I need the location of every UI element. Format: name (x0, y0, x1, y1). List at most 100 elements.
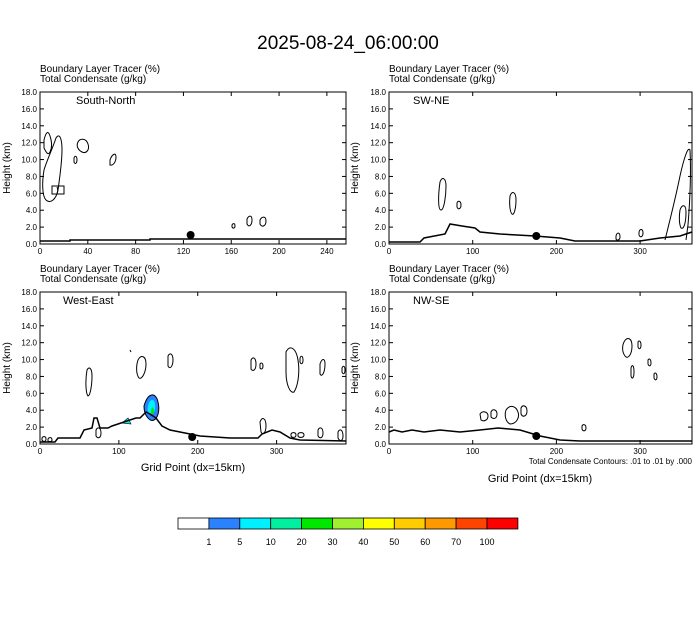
axis-ticks (388, 91, 692, 245)
terrain-line (40, 238, 346, 242)
colorbar-label: 5 (237, 537, 242, 547)
x-tick-label: 300 (633, 447, 647, 456)
x-tick-label: 120 (177, 247, 191, 256)
panel-header-line2: Total Condensate (g/kg) (389, 274, 495, 285)
y-tick-label: 10.0 (370, 356, 386, 365)
y-tick-label: 12.0 (21, 139, 37, 148)
condensate-contour (56, 186, 59, 194)
condensate-contour (246, 215, 253, 227)
colorbar-box (393, 517, 426, 530)
y-tick-label: 2.0 (375, 223, 387, 232)
colorbar-box (332, 517, 364, 530)
x-tick-label: 40 (83, 247, 92, 256)
y-tick-label: 6.0 (26, 389, 38, 398)
axis-ticks (39, 91, 346, 245)
x-tick-label: 160 (225, 247, 239, 256)
colorbar: 1 5 10 20 30 40 50 60 70 100 (177, 517, 519, 547)
panel-label: SW-NE (413, 95, 449, 107)
y-tick-label: 16.0 (370, 305, 386, 314)
x-tick-label: 200 (550, 447, 564, 456)
condensate-contour (490, 409, 498, 419)
condensate-contour (341, 365, 346, 375)
location-marker (532, 232, 541, 240)
condensate-contour (678, 205, 687, 229)
condensate-contour (581, 424, 587, 432)
condensate-contour (231, 223, 236, 229)
colorbar-box (270, 517, 303, 530)
y-tick-label: 10.0 (370, 156, 386, 165)
y-tick-label: 2.0 (26, 223, 38, 232)
condensate-contour (479, 411, 489, 422)
y-tick-label: 8.0 (375, 172, 387, 181)
plot-frame (39, 91, 347, 245)
y-tick-label: 16.0 (370, 105, 386, 114)
condensate-contour (297, 432, 305, 438)
condensate-contour (664, 148, 691, 241)
condensate-contour (43, 132, 52, 155)
y-tick-label: 16.0 (21, 105, 37, 114)
x-tick-label: 0 (38, 247, 43, 256)
condensate-contour (653, 372, 658, 381)
y-tick-label: 4.0 (375, 406, 387, 415)
condensate-contour (73, 155, 78, 164)
y-tick-label: 4.0 (26, 406, 38, 415)
condensate-contour (456, 200, 462, 210)
colorbar-box (208, 517, 241, 530)
panel-label: West-East (63, 295, 114, 307)
condensate-contour (250, 357, 257, 371)
condensate-contour (95, 427, 102, 439)
panel-west-east: Boundary Layer Tracer (%) Total Condensa… (2, 264, 347, 474)
condensate-contour (47, 437, 53, 443)
colorbar-box (486, 517, 519, 530)
colorbar-box (177, 517, 210, 530)
condensate-contour (647, 358, 652, 367)
panel-header-line2: Total Condensate (g/kg) (40, 74, 146, 85)
y-tick-label: 0.0 (26, 240, 38, 249)
y-tick-label: 14.0 (21, 122, 37, 131)
y-tick-label: 18.0 (21, 288, 37, 297)
condensate-contour (290, 432, 297, 438)
condensate-contour (438, 178, 447, 211)
y-tick-label: 0.0 (375, 240, 387, 249)
panel-header-line1: Boundary Layer Tracer (%) (389, 64, 509, 75)
panel-south-north: Boundary Layer Tracer (%) Total Condensa… (2, 64, 347, 256)
panel-header-line1: Boundary Layer Tracer (%) (40, 64, 160, 75)
colorbar-label: 10 (266, 537, 276, 547)
x-tick-labels: 0 40 80 120 160 200 240 (38, 247, 334, 256)
condensate-contour (615, 232, 621, 241)
x-tick-label: 0 (38, 447, 43, 456)
panel-sw-ne: Boundary Layer Tracer (%) Total Condensa… (350, 64, 693, 256)
y-tick-label: 12.0 (21, 339, 37, 348)
x-tick-labels: 0 100 200 300 (387, 447, 648, 456)
contour-note: Total Condensate Contours: .01 to .01 by… (529, 457, 693, 466)
condensate-contour (638, 229, 644, 238)
colorbar-label: 1 (206, 537, 211, 547)
x-tick-label: 240 (320, 247, 334, 256)
x-tick-label: 100 (112, 447, 126, 456)
condensate-contour (630, 365, 635, 379)
colorbar-label: 30 (327, 537, 337, 547)
x-tick-label: 200 (272, 247, 286, 256)
condensate-contour (509, 192, 517, 215)
colorbar-boxes (177, 517, 519, 530)
condensate-contour (41, 436, 47, 442)
colorbar-box (424, 517, 457, 530)
x-tick-labels: 0 100 200 300 (38, 447, 284, 456)
location-marker (532, 432, 541, 440)
x-tick-label: 80 (131, 247, 140, 256)
y-tick-label: 4.0 (375, 206, 387, 215)
x-axis-label: Grid Point (dx=15km) (141, 462, 245, 474)
y-tick-label: 0.0 (375, 440, 387, 449)
y-tick-label: 14.0 (370, 122, 386, 131)
x-tick-label: 300 (270, 447, 284, 456)
condensate-contour (109, 153, 117, 166)
y-tick-label: 14.0 (370, 322, 386, 331)
plot-frame (388, 91, 693, 245)
y-tick-label: 12.0 (370, 139, 386, 148)
y-tick-label: 14.0 (21, 322, 37, 331)
panel-label: NW-SE (413, 295, 449, 307)
condensate-contours (479, 338, 658, 432)
panel-label: South-North (76, 95, 135, 107)
y-tick-label: 6.0 (375, 389, 387, 398)
x-tick-label: 0 (387, 247, 392, 256)
